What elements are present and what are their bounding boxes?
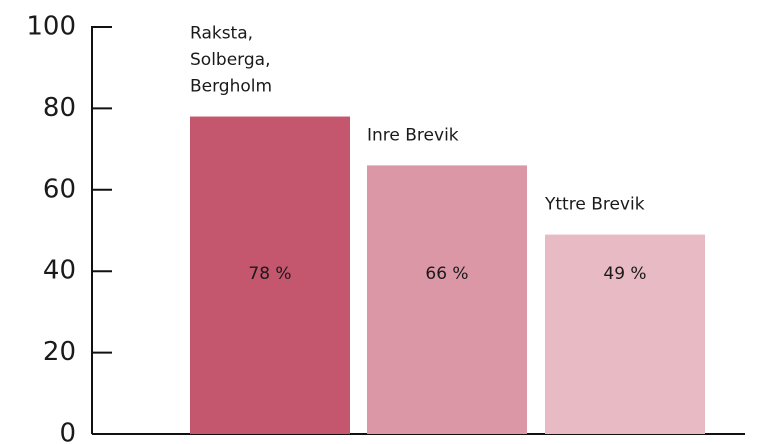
y-tick-label: 60	[43, 174, 76, 204]
y-tick-label: 100	[26, 12, 76, 42]
category-label: Yttre Brevik	[544, 195, 645, 215]
data-label: 49 %	[603, 264, 646, 284]
y-tick-label: 20	[43, 337, 76, 367]
bar	[190, 116, 350, 434]
bar	[545, 234, 705, 434]
data-label: 66 %	[425, 264, 468, 284]
y-tick-label: 40	[43, 256, 76, 286]
data-label: 78 %	[248, 264, 291, 284]
y-tick-label: 0	[59, 419, 76, 444]
bar	[367, 165, 527, 434]
category-label: Inre Brevik	[367, 125, 459, 145]
category-label: Raksta, Solberga, Bergholm	[190, 24, 272, 97]
y-tick-label: 80	[43, 93, 76, 123]
